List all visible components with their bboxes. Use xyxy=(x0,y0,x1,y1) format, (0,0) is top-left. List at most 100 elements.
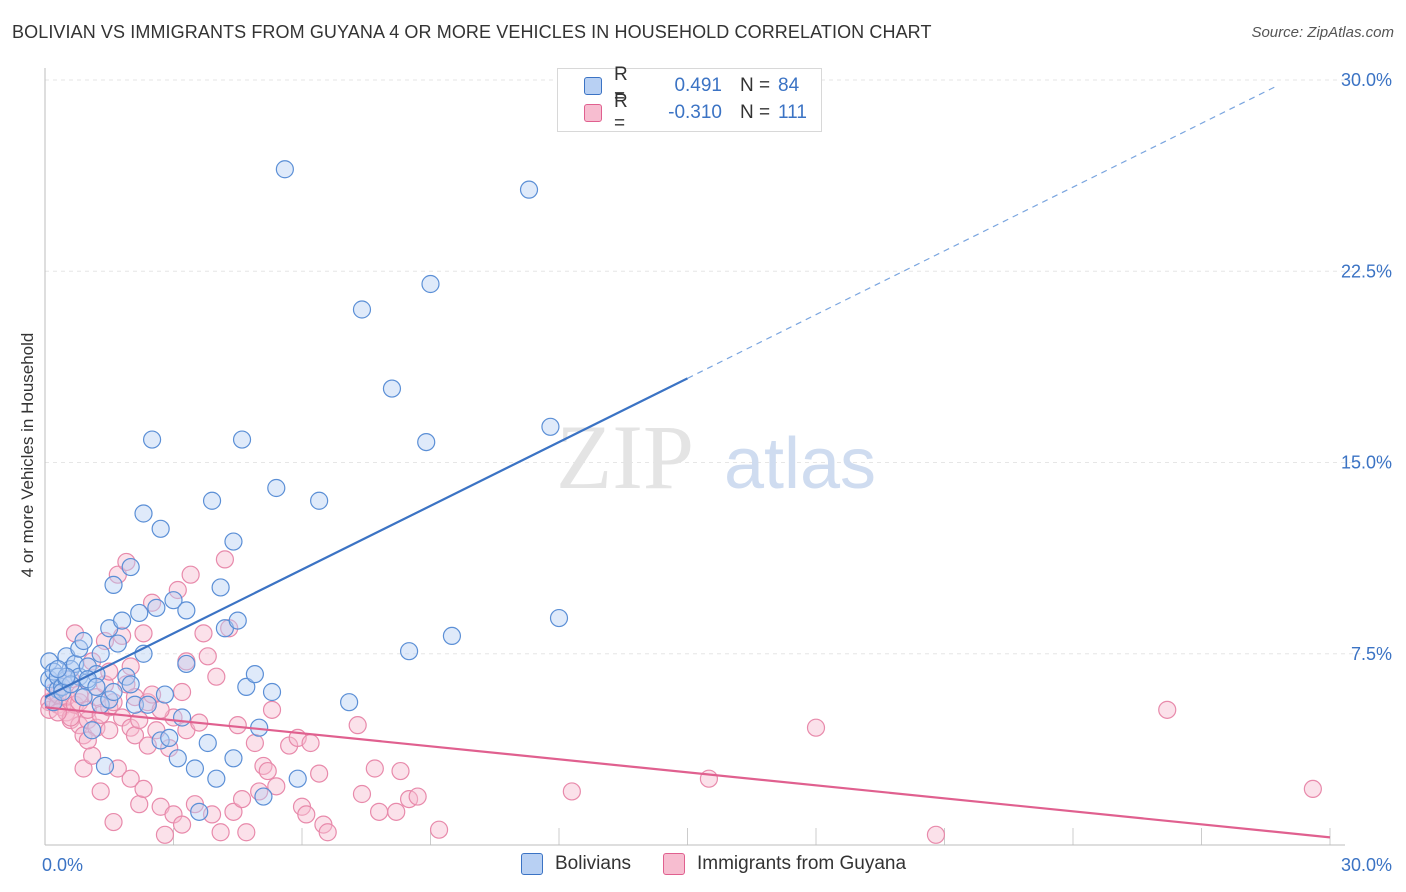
point-bolivians xyxy=(177,601,196,620)
point-bolivians xyxy=(224,532,243,551)
point-guyana xyxy=(91,782,110,801)
point-guyana xyxy=(215,550,234,569)
point-guyana xyxy=(310,764,329,783)
point-bolivians xyxy=(267,478,286,498)
point-guyana xyxy=(301,733,320,753)
point-bolivians xyxy=(155,685,175,704)
point-guyana xyxy=(370,802,389,821)
series-bolivians-points xyxy=(40,160,569,821)
point-guyana xyxy=(297,805,316,824)
point-guyana xyxy=(232,789,252,809)
point-guyana xyxy=(172,682,192,702)
point-bolivians xyxy=(151,519,170,538)
point-guyana xyxy=(198,647,217,666)
point-bolivians xyxy=(125,695,145,714)
point-guyana xyxy=(74,759,93,778)
point-bolivians xyxy=(134,504,153,523)
bottom-legend-swatch-guyana xyxy=(663,853,685,875)
point-guyana xyxy=(391,761,410,781)
point-bolivians xyxy=(164,591,183,610)
point-bolivians xyxy=(275,160,294,179)
point-guyana xyxy=(352,784,372,804)
point-guyana xyxy=(104,812,123,832)
point-bolivians xyxy=(399,642,419,661)
point-bolivians xyxy=(130,603,149,623)
x-tick-label: 30.0% xyxy=(1341,855,1392,875)
y-tick-label: 15.0% xyxy=(1341,453,1392,473)
point-bolivians xyxy=(352,300,372,319)
point-guyana xyxy=(806,718,826,737)
legend-r-label: R = xyxy=(614,64,628,107)
point-bolivians xyxy=(288,769,307,788)
point-guyana xyxy=(134,624,153,643)
point-guyana xyxy=(121,657,140,676)
point-bolivians xyxy=(382,379,402,398)
legend-r-value: 0.491 xyxy=(674,75,722,96)
point-bolivians xyxy=(541,417,560,436)
point-bolivians xyxy=(177,654,196,674)
point-bolivians xyxy=(142,430,162,449)
legend-n-label: N = xyxy=(740,75,771,96)
bottom-legend-guyana: Immigrants from Guyana xyxy=(663,852,906,876)
point-bolivians xyxy=(549,608,569,628)
point-bolivians xyxy=(112,611,132,630)
point-guyana xyxy=(224,802,243,821)
point-bolivians xyxy=(207,769,226,788)
point-guyana xyxy=(1303,779,1322,799)
point-bolivians xyxy=(168,749,187,768)
trend-line-bolivians xyxy=(44,377,688,699)
y-tick-label: 7.5% xyxy=(1351,644,1392,664)
point-guyana xyxy=(267,777,286,796)
point-bolivians xyxy=(211,578,230,597)
point-bolivians xyxy=(519,180,539,199)
x-tick-label: 0.0% xyxy=(42,855,83,875)
point-bolivians xyxy=(108,634,127,653)
point-bolivians xyxy=(121,557,140,577)
axes xyxy=(44,68,1345,846)
point-bolivians xyxy=(104,682,123,702)
point-bolivians xyxy=(190,802,209,821)
source-credit: Source: ZipAtlas.com xyxy=(1251,24,1394,41)
point-bolivians xyxy=(224,749,243,768)
point-guyana xyxy=(262,700,282,719)
point-guyana xyxy=(130,710,149,730)
watermark: ZIP atlas xyxy=(556,406,876,508)
point-guyana xyxy=(142,685,162,704)
point-bolivians xyxy=(310,491,329,510)
point-bolivians xyxy=(95,756,115,776)
bottom-legend-label-guyana: Immigrants from Guyana xyxy=(697,853,907,874)
point-bolivians xyxy=(160,728,179,748)
point-bolivians xyxy=(417,433,436,452)
legend-swatch-bolivians xyxy=(584,77,602,95)
point-bolivians xyxy=(262,682,282,702)
y-tick-label: 30.0% xyxy=(1341,70,1392,90)
point-bolivians xyxy=(340,693,359,712)
point-guyana xyxy=(168,580,187,600)
point-bolivians xyxy=(237,677,256,697)
point-guyana xyxy=(258,761,277,781)
point-guyana xyxy=(926,825,946,844)
point-guyana xyxy=(1158,700,1177,719)
series-guyana-points xyxy=(40,550,1322,844)
trend-line-guyana xyxy=(44,706,1331,839)
legend-swatch-guyana xyxy=(584,104,602,122)
legend-row-guyana: R = -0.310 N = 111 xyxy=(584,91,807,134)
point-bolivians xyxy=(104,575,123,595)
point-bolivians xyxy=(138,695,157,714)
point-bolivians xyxy=(202,491,222,510)
point-bolivians xyxy=(198,733,217,753)
point-guyana xyxy=(348,716,367,735)
legend-n-value: 111 xyxy=(778,102,807,123)
point-bolivians xyxy=(48,659,67,679)
point-bolivians xyxy=(83,721,102,740)
legend-n-label: N = xyxy=(740,102,771,123)
point-guyana xyxy=(562,782,581,801)
legend-r-value: -0.310 xyxy=(668,102,722,123)
point-bolivians xyxy=(91,644,110,663)
legend-box: R = 0.491 N = 84 R = -0.310 N = 111 xyxy=(557,64,822,134)
watermark-atlas: atlas xyxy=(724,424,876,504)
point-guyana xyxy=(181,565,200,584)
bottom-legend-bolivians: Bolivians xyxy=(521,852,631,876)
chart-title: BOLIVIAN VS IMMIGRANTS FROM GUYANA 4 OR … xyxy=(12,22,932,42)
